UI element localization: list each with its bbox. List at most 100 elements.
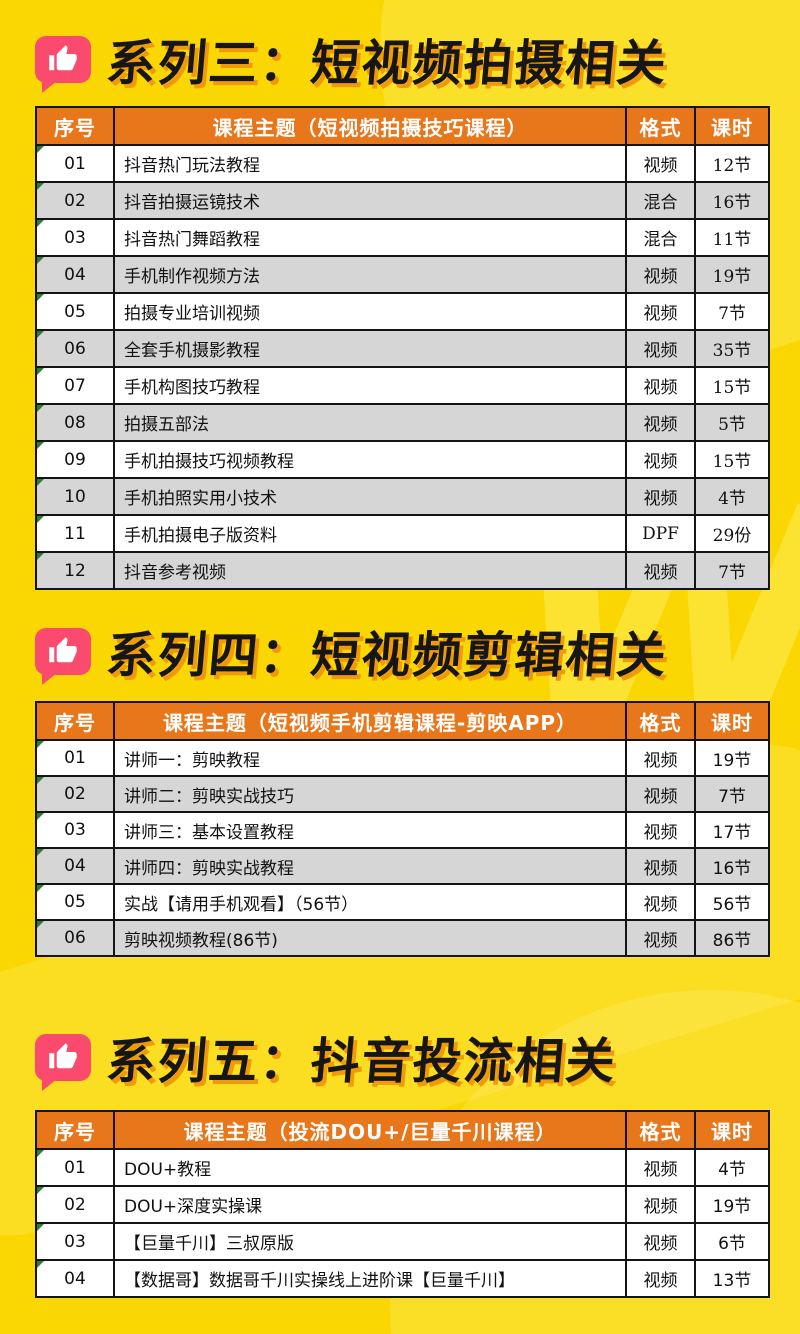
col-header-index: 序号 xyxy=(35,701,115,741)
thumbs-up-icon xyxy=(49,1043,77,1069)
table-row: 05 拍摄专业培训视频 视频 7节 xyxy=(35,292,770,331)
col-header-format: 格式 xyxy=(625,106,696,146)
thumbs-up-icon xyxy=(49,45,77,71)
col-header-index: 序号 xyxy=(35,1110,115,1150)
cell-format: 视频 xyxy=(625,477,696,516)
cell-hours: 7节 xyxy=(694,775,770,813)
section-title: 系列四：短视频剪辑相关 xyxy=(104,626,671,684)
table-row: 03 【巨量千川】三叔原版 视频 6节 xyxy=(35,1222,770,1261)
cell-index: 05 xyxy=(35,292,115,331)
cell-format: 视频 xyxy=(625,1222,696,1261)
table-row: 11 手机拍摄电子版资料 DPF 29份 xyxy=(35,514,770,553)
cell-hours: 15节 xyxy=(694,440,770,479)
cell-topic: 讲师三：基本设置教程 xyxy=(113,811,627,849)
cell-index: 08 xyxy=(35,403,115,442)
cell-hours: 29份 xyxy=(694,514,770,553)
cell-format: 视频 xyxy=(625,847,696,885)
col-header-format: 格式 xyxy=(625,701,696,741)
cell-topic: 抖音参考视频 xyxy=(113,551,627,590)
table-row: 06 全套手机摄影教程 视频 35节 xyxy=(35,329,770,368)
cell-format: 视频 xyxy=(625,883,696,921)
cell-topic: 手机构图技巧教程 xyxy=(113,366,627,405)
cell-hours: 7节 xyxy=(694,551,770,590)
col-header-hours: 课时 xyxy=(694,1110,770,1150)
table-row: 05 实战【请用手机观看】（56节） 视频 56节 xyxy=(35,883,770,921)
cell-format: DPF xyxy=(625,514,696,553)
cell-hours: 17节 xyxy=(694,811,770,849)
col-header-topic: 课程主题（短视频拍摄技巧课程） xyxy=(113,106,627,146)
cell-index: 07 xyxy=(35,366,115,405)
section-header-series-4: 系列四：短视频剪辑相关 xyxy=(35,621,670,685)
cell-topic: 拍摄专业培训视频 xyxy=(113,292,627,331)
cell-hours: 4节 xyxy=(694,1148,770,1187)
table-row: 03 讲师三：基本设置教程 视频 17节 xyxy=(35,811,770,849)
cell-format: 视频 xyxy=(625,440,696,479)
table-row: 02 DOU+深度实操课 视频 19节 xyxy=(35,1185,770,1224)
cell-topic: DOU+深度实操课 xyxy=(113,1185,627,1224)
cell-format: 视频 xyxy=(625,329,696,368)
cell-index: 03 xyxy=(35,218,115,257)
table-row: 04 讲师四：剪映实战教程 视频 16节 xyxy=(35,847,770,885)
cell-index: 10 xyxy=(35,477,115,516)
section-title: 系列五：抖音投流相关 xyxy=(104,1032,620,1090)
cell-topic: 讲师一：剪映教程 xyxy=(113,739,627,777)
thumbs-up-icon xyxy=(49,637,77,663)
cell-index: 04 xyxy=(35,1259,115,1298)
cell-topic: 讲师二：剪映实战技巧 xyxy=(113,775,627,813)
cell-index: 09 xyxy=(35,440,115,479)
cell-hours: 4节 xyxy=(694,477,770,516)
cell-topic: 抖音热门玩法教程 xyxy=(113,144,627,183)
table-row: 09 手机拍摄技巧视频教程 视频 15节 xyxy=(35,440,770,479)
table-row: 10 手机拍照实用小技术 视频 4节 xyxy=(35,477,770,516)
cell-topic: 实战【请用手机观看】（56节） xyxy=(113,883,627,921)
cell-format: 混合 xyxy=(625,218,696,257)
cell-format: 视频 xyxy=(625,292,696,331)
cell-topic: 全套手机摄影教程 xyxy=(113,329,627,368)
thumbs-up-bubble-icon xyxy=(35,627,91,685)
cell-format: 混合 xyxy=(625,181,696,220)
cell-format: 视频 xyxy=(625,811,696,849)
cell-format: 视频 xyxy=(625,403,696,442)
cell-index: 04 xyxy=(35,255,115,294)
col-header-format: 格式 xyxy=(625,1110,696,1150)
cell-topic: 剪映视频教程(86节) xyxy=(113,919,627,957)
cell-format: 视频 xyxy=(625,255,696,294)
cell-format: 视频 xyxy=(625,366,696,405)
col-header-topic: 课程主题（短视频手机剪辑课程-剪映APP） xyxy=(113,701,627,741)
cell-index: 06 xyxy=(35,329,115,368)
cell-topic: 【巨量千川】三叔原版 xyxy=(113,1222,627,1261)
cell-topic: 抖音拍摄运镜技术 xyxy=(113,181,627,220)
cell-format: 视频 xyxy=(625,1185,696,1224)
cell-topic: DOU+教程 xyxy=(113,1148,627,1187)
cell-hours: 19节 xyxy=(694,255,770,294)
cell-index: 05 xyxy=(35,883,115,921)
cell-hours: 86节 xyxy=(694,919,770,957)
cell-index: 11 xyxy=(35,514,115,553)
table-row: 03 抖音热门舞蹈教程 混合 11节 xyxy=(35,218,770,257)
cell-hours: 19节 xyxy=(694,739,770,777)
table-header-row: 序号 课程主题（短视频手机剪辑课程-剪映APP） 格式 课时 xyxy=(35,701,770,741)
cell-hours: 5节 xyxy=(694,403,770,442)
table-row: 01 DOU+教程 视频 4节 xyxy=(35,1148,770,1187)
cell-index: 02 xyxy=(35,775,115,813)
cell-topic: 抖音热门舞蹈教程 xyxy=(113,218,627,257)
cell-format: 视频 xyxy=(625,739,696,777)
table-header-row: 序号 课程主题（投流DOU+/巨量千川课程） 格式 课时 xyxy=(35,1110,770,1150)
table-row: 07 手机构图技巧教程 视频 15节 xyxy=(35,366,770,405)
cell-topic: 手机拍摄技巧视频教程 xyxy=(113,440,627,479)
cell-index: 03 xyxy=(35,1222,115,1261)
cell-format: 视频 xyxy=(625,551,696,590)
cell-index: 04 xyxy=(35,847,115,885)
cell-hours: 16节 xyxy=(694,847,770,885)
cell-topic: 手机制作视频方法 xyxy=(113,255,627,294)
cell-index: 12 xyxy=(35,551,115,590)
col-header-hours: 课时 xyxy=(694,106,770,146)
cell-topic: 手机拍摄电子版资料 xyxy=(113,514,627,553)
cell-topic: 手机拍照实用小技术 xyxy=(113,477,627,516)
col-header-index: 序号 xyxy=(35,106,115,146)
cell-index: 01 xyxy=(35,144,115,183)
cell-topic: 【数据哥】数据哥千川实操线上进阶课【巨量千川】 xyxy=(113,1259,627,1298)
cell-hours: 11节 xyxy=(694,218,770,257)
cell-format: 视频 xyxy=(625,775,696,813)
